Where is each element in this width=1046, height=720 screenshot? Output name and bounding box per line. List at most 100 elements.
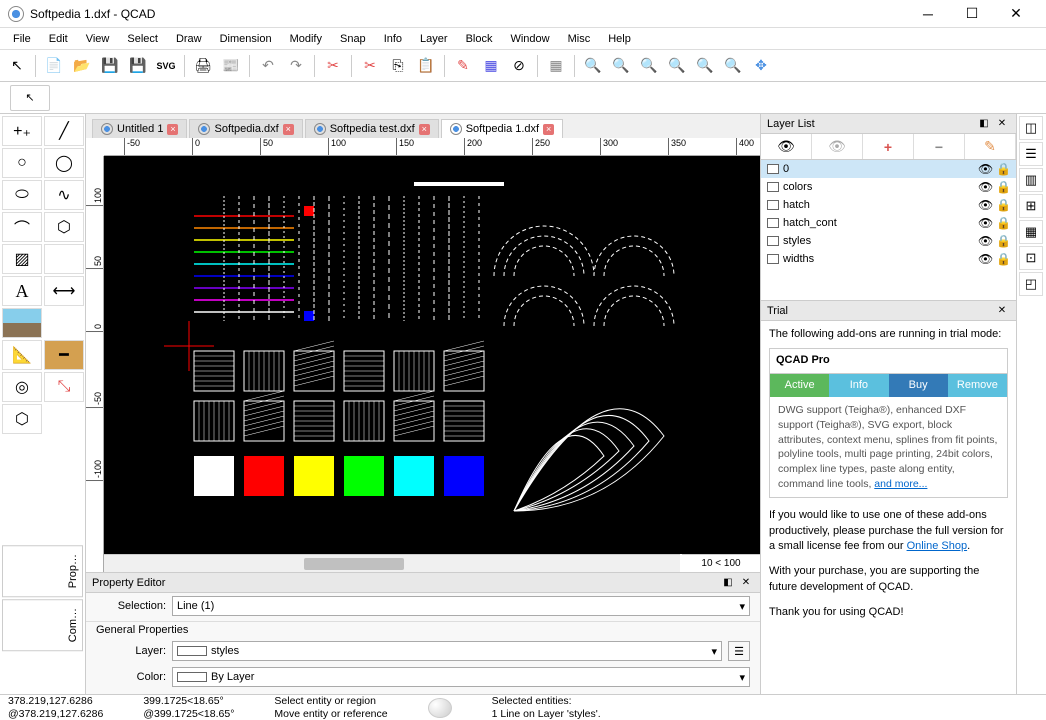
text-tool[interactable]: A xyxy=(2,276,42,306)
point-tool[interactable]: +₊ xyxy=(2,116,42,146)
selection-dropdown[interactable]: Line (1)▾ xyxy=(172,596,750,616)
layer-lock-icon[interactable]: 🔒 xyxy=(996,216,1010,230)
layer-row-0[interactable]: 0👁🔒 xyxy=(761,160,1016,178)
layer-visibility-icon[interactable]: 👁 xyxy=(978,162,992,176)
edit-tool-2[interactable]: ▦ xyxy=(478,53,504,79)
layer-visibility-icon[interactable]: 👁 xyxy=(978,234,992,248)
layer-visibility-icon[interactable]: 👁 xyxy=(978,180,992,194)
selection-mode-button[interactable]: ↖ xyxy=(10,85,50,111)
properties-tab[interactable]: Prop… xyxy=(2,545,83,597)
layer-lock-icon[interactable]: 🔒 xyxy=(996,198,1010,212)
redo-button[interactable]: ↷ xyxy=(283,53,309,79)
menu-view[interactable]: View xyxy=(77,31,119,47)
layer-row-colors[interactable]: colors👁🔒 xyxy=(761,178,1016,196)
new-file-button[interactable]: 📄 xyxy=(41,53,67,79)
command-tab[interactable]: Com… xyxy=(2,599,83,651)
horizontal-scrollbar[interactable] xyxy=(104,554,680,572)
save-as-button[interactable]: 💾 xyxy=(125,53,151,79)
modify-tool-2[interactable]: ⤡ xyxy=(44,372,84,402)
layer-remove-button[interactable]: − xyxy=(914,134,965,159)
menu-select[interactable]: Select xyxy=(118,31,167,47)
image-tool[interactable] xyxy=(2,308,42,338)
open-file-button[interactable]: 📂 xyxy=(69,53,95,79)
zoom-previous-button[interactable]: 🔍 xyxy=(692,53,718,79)
save-button[interactable]: 💾 xyxy=(97,53,123,79)
minimize-button[interactable]: ─ xyxy=(906,0,950,28)
copy-button[interactable]: ⎘ xyxy=(385,53,411,79)
menu-info[interactable]: Info xyxy=(375,31,411,47)
layer-row-hatch_cont[interactable]: hatch_cont👁🔒 xyxy=(761,214,1016,232)
pan-button[interactable]: ✥ xyxy=(748,53,774,79)
right-tool-3[interactable]: ▥ xyxy=(1019,168,1043,192)
layer-lock-icon[interactable]: 🔒 xyxy=(996,162,1010,176)
paste-button[interactable]: 📋 xyxy=(413,53,439,79)
menu-draw[interactable]: Draw xyxy=(167,31,211,47)
menu-dimension[interactable]: Dimension xyxy=(211,31,281,47)
trial-tab-buy[interactable]: Buy xyxy=(889,374,948,397)
modify-tool-1[interactable]: ◎ xyxy=(2,372,42,402)
online-shop-link[interactable]: Online Shop xyxy=(907,540,968,552)
menu-help[interactable]: Help xyxy=(599,31,640,47)
layer-hide-all-button[interactable]: 👁 xyxy=(812,134,863,159)
layer-row-widths[interactable]: widths👁🔒 xyxy=(761,250,1016,268)
menu-modify[interactable]: Modify xyxy=(281,31,331,47)
menu-edit[interactable]: Edit xyxy=(40,31,77,47)
print-button[interactable]: 🖨 xyxy=(190,53,216,79)
layer-visibility-icon[interactable]: 👁 xyxy=(978,198,992,212)
layer-add-button[interactable]: + xyxy=(863,134,914,159)
layer-row-hatch[interactable]: hatch👁🔒 xyxy=(761,196,1016,214)
print-preview-button[interactable]: 📰 xyxy=(218,53,244,79)
layer-options-button[interactable]: ☰ xyxy=(728,641,750,661)
and-more-link[interactable]: and more... xyxy=(874,478,927,490)
color-dropdown[interactable]: By Layer▾ xyxy=(172,667,750,687)
maximize-button[interactable]: ☐ xyxy=(950,0,994,28)
layer-show-all-button[interactable]: 👁 xyxy=(761,134,812,159)
trial-tab-active[interactable]: Active xyxy=(770,374,829,397)
pointer-tool[interactable]: ↖ xyxy=(4,53,30,79)
tab-close-icon[interactable]: × xyxy=(283,124,294,135)
document-tab-2[interactable]: Softpedia test.dxf× xyxy=(305,119,439,138)
menu-misc[interactable]: Misc xyxy=(559,31,600,47)
trial-tab-remove[interactable]: Remove xyxy=(948,374,1007,397)
drawing-canvas[interactable] xyxy=(104,156,760,554)
edit-tool-1[interactable]: ✎ xyxy=(450,53,476,79)
menu-layer[interactable]: Layer xyxy=(411,31,457,47)
layer-panel-close-button[interactable]: ✕ xyxy=(994,116,1010,132)
layer-lock-icon[interactable]: 🔒 xyxy=(996,234,1010,248)
zoom-selection-button[interactable]: 🔍 xyxy=(664,53,690,79)
tab-close-icon[interactable]: × xyxy=(543,124,554,135)
measure-tool[interactable]: 📐 xyxy=(2,340,42,370)
menu-window[interactable]: Window xyxy=(501,31,558,47)
trial-panel-close-button[interactable]: ✕ xyxy=(994,303,1010,319)
zoom-auto-button[interactable]: 🔍 xyxy=(636,53,662,79)
right-tool-2[interactable]: ☰ xyxy=(1019,142,1043,166)
arc-tool[interactable]: ⌒ xyxy=(2,212,42,242)
right-tool-7[interactable]: ◰ xyxy=(1019,272,1043,296)
ruler-tool[interactable]: ━ xyxy=(44,340,84,370)
menu-snap[interactable]: Snap xyxy=(331,31,375,47)
trial-tab-info[interactable]: Info xyxy=(829,374,888,397)
export-svg-button[interactable]: SVG xyxy=(153,53,179,79)
document-tab-3[interactable]: Softpedia 1.dxf× xyxy=(441,119,563,138)
layer-row-styles[interactable]: styles👁🔒 xyxy=(761,232,1016,250)
menu-file[interactable]: File xyxy=(4,31,40,47)
layer-panel-float-button[interactable]: ◧ xyxy=(976,116,992,132)
dimension-tool[interactable]: ⟷ xyxy=(44,276,84,306)
3d-tool[interactable]: ⬡ xyxy=(2,404,42,434)
close-button[interactable]: ✕ xyxy=(994,0,1038,28)
ellipse-tool[interactable]: ⬭ xyxy=(2,180,42,210)
zoom-in-button[interactable]: 🔍 xyxy=(580,53,606,79)
layer-visibility-icon[interactable]: 👁 xyxy=(978,216,992,230)
tab-close-icon[interactable]: × xyxy=(419,124,430,135)
hatch-tool[interactable]: ▨ xyxy=(2,244,42,274)
right-tool-6[interactable]: ⊡ xyxy=(1019,246,1043,270)
layer-lock-icon[interactable]: 🔒 xyxy=(996,180,1010,194)
right-tool-5[interactable]: ▦ xyxy=(1019,220,1043,244)
circle-tool[interactable]: ○ xyxy=(2,148,42,178)
polygon-tool[interactable]: ⬡ xyxy=(44,212,84,242)
layer-dropdown[interactable]: styles▾ xyxy=(172,641,722,661)
document-tab-1[interactable]: Softpedia.dxf× xyxy=(189,119,302,138)
panel-float-button[interactable]: ◧ xyxy=(720,575,736,591)
panel-close-button[interactable]: ✕ xyxy=(738,575,754,591)
edit-tool-3[interactable]: ⊘ xyxy=(506,53,532,79)
